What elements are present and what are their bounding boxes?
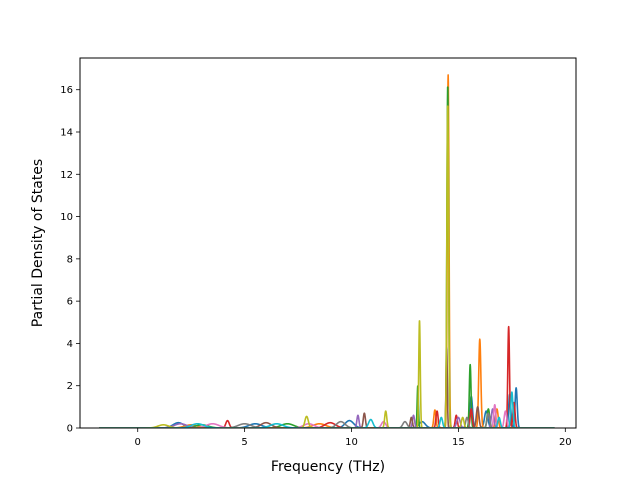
x-tick-label: 15: [452, 437, 465, 448]
y-tick-label: 14: [60, 128, 73, 139]
plot-frame: [79, 57, 577, 429]
x-tick-label: 10: [345, 437, 358, 448]
x-ticks: 0 5 10 15 20: [135, 428, 572, 448]
y-tick-label: 0: [67, 424, 73, 435]
y-tick-label: 12: [60, 170, 73, 181]
x-axis-label: Frequency (THz): [271, 459, 385, 475]
x-tick-label: 20: [559, 437, 572, 448]
y-tick-label: 16: [60, 85, 73, 96]
series-line-5: [98, 408, 556, 428]
x-tick-label: 5: [241, 437, 247, 448]
y-tick-label: 6: [67, 297, 73, 308]
series-line-4: [98, 325, 556, 428]
y-tick-label: 10: [60, 212, 73, 223]
x-tick-label: 0: [135, 437, 141, 448]
y-tick-label: 4: [67, 339, 73, 350]
y-tick-label: 8: [67, 254, 73, 265]
y-axis-label: Partial Density of States: [30, 159, 46, 327]
series-line-6: [98, 347, 556, 428]
y-ticks: 0 2 4 6 8 10 12 14 16: [60, 85, 80, 435]
series-line-1: [98, 387, 556, 428]
y-tick-label: 2: [67, 381, 73, 392]
